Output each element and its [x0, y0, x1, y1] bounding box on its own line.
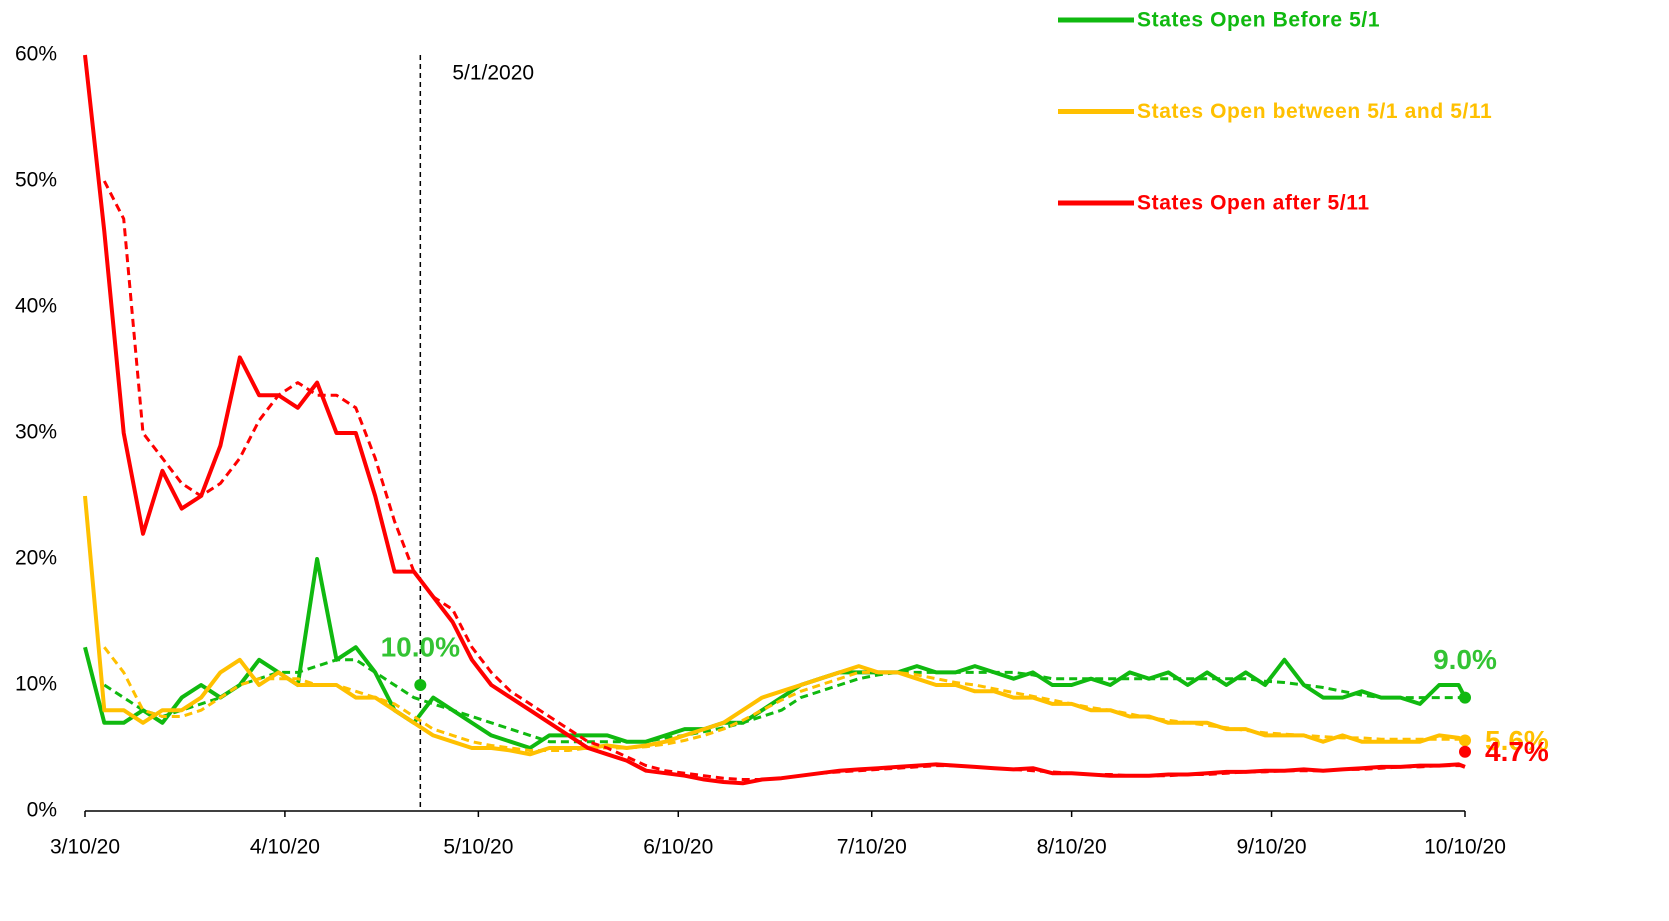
- y-tick-label: 40%: [15, 295, 57, 318]
- annotation-label: 5/1/2020: [452, 62, 534, 85]
- y-tick-label: 60%: [15, 43, 57, 66]
- callout-dot: [414, 679, 427, 691]
- callout-label: 4.7%: [1485, 736, 1549, 767]
- legend-label: States Open Before 5/1: [1137, 9, 1380, 32]
- y-tick-label: 30%: [15, 421, 57, 444]
- callout-label: 10.0%: [381, 631, 460, 662]
- y-tick-label: 50%: [15, 169, 57, 192]
- legend-label: States Open between 5/1 and 5/11: [1137, 100, 1492, 123]
- x-tick-label: 3/10/20: [50, 836, 120, 859]
- x-tick-label: 9/10/20: [1237, 836, 1307, 859]
- x-tick-label: 7/10/20: [837, 836, 907, 859]
- moving-average-line: [102, 180, 1465, 781]
- x-tick-label: 10/10/20: [1424, 836, 1506, 859]
- x-tick-label: 8/10/20: [1037, 836, 1107, 859]
- series-line: [83, 495, 1466, 757]
- series-line: [83, 557, 1467, 750]
- x-tick-label: 4/10/20: [250, 836, 320, 859]
- y-tick-label: 0%: [27, 799, 57, 822]
- x-tick-label: 6/10/20: [643, 836, 713, 859]
- moving-average-line: [103, 658, 1465, 744]
- x-tick-label: 5/10/20: [443, 836, 513, 859]
- callout-dot: [1459, 691, 1471, 704]
- y-tick-label: 20%: [15, 547, 57, 570]
- callout-dot: [1459, 734, 1471, 747]
- legend-label: States Open after 5/11: [1137, 192, 1370, 215]
- series-line: [83, 54, 1466, 786]
- y-tick-label: 10%: [15, 673, 57, 696]
- moving-average-line: [103, 646, 1466, 752]
- callout-label: 5.6%: [1485, 725, 1549, 756]
- callout-dot: [1459, 745, 1471, 758]
- callout-label: 9.0%: [1433, 644, 1497, 675]
